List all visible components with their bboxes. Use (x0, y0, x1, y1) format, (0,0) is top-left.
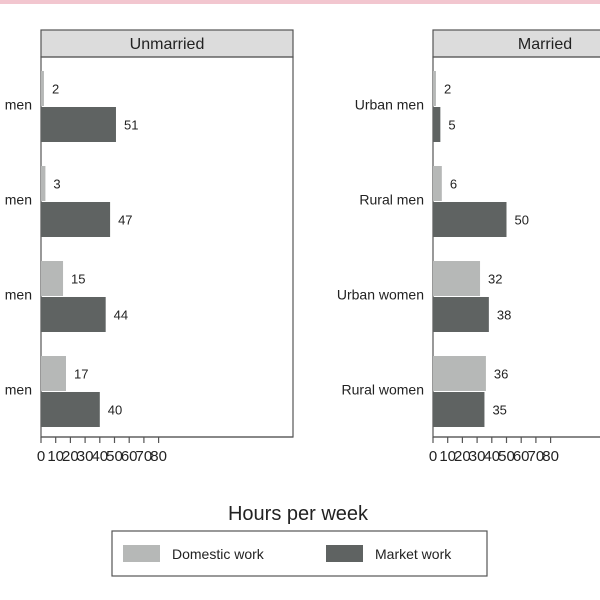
data-label: 3 (53, 177, 60, 192)
legend-swatch-domestic (123, 545, 160, 562)
data-label: 15 (71, 272, 85, 287)
tick-label: 80 (150, 448, 167, 465)
legend-frame (111, 530, 488, 577)
bar (433, 166, 442, 201)
data-label: 2 (52, 82, 59, 97)
legend-label-domestic: Domestic work (172, 546, 265, 562)
bar (433, 297, 489, 332)
tick-label: 40 (483, 448, 500, 465)
legend: Domestic work Market work (111, 530, 488, 577)
tick-label: 30 (77, 448, 94, 465)
category-label: men (5, 192, 32, 208)
data-label: 40 (108, 403, 122, 418)
tick-label: 20 (62, 448, 79, 465)
bar (41, 261, 64, 296)
data-label: 32 (488, 272, 502, 287)
tick-label: 70 (136, 448, 153, 465)
tick-label: 20 (454, 448, 471, 465)
bar (41, 107, 116, 142)
bar (41, 202, 111, 237)
tick-label: 50 (106, 448, 123, 465)
category-label: men (5, 97, 32, 113)
bar (433, 356, 486, 391)
bar (41, 297, 106, 332)
tick-label: 40 (91, 448, 108, 465)
bar (433, 71, 436, 106)
bar (433, 392, 485, 427)
tick-label: 0 (429, 448, 437, 465)
tick-label: 50 (498, 448, 515, 465)
data-label: 36 (494, 367, 508, 382)
bar (41, 166, 46, 201)
data-label: 35 (492, 403, 506, 418)
bar (433, 107, 441, 142)
panel-title: Married (518, 36, 572, 53)
data-label: 2 (444, 82, 451, 97)
data-label: 17 (74, 367, 88, 382)
data-label: 50 (515, 213, 529, 228)
x-axis-label: Hours per week (228, 503, 369, 525)
data-label: 51 (124, 118, 138, 133)
category-label: Urban women (337, 287, 424, 303)
tick-label: 10 (439, 448, 456, 465)
bar (433, 261, 481, 296)
category-label: Urban men (355, 97, 424, 113)
data-label: 44 (114, 308, 128, 323)
data-label: 5 (448, 118, 455, 133)
tick-label: 70 (528, 448, 545, 465)
bar (41, 71, 44, 106)
panel-married: Married 2 5 Urban men 6 50 Rural men 32 38 Urban… (337, 29, 600, 465)
panel-title: Unmarried (130, 36, 205, 53)
panel-unmarried: Unmarried 2 51 men 3 47 men 15 44 men 17 40 men 0 10… (5, 29, 294, 465)
tick-label: 10 (47, 448, 64, 465)
tick-label: 0 (37, 448, 45, 465)
bars-group: 2 51 men 3 47 men 15 44 men 17 40 men (5, 71, 138, 427)
tick-label: 80 (542, 448, 559, 465)
data-label: 6 (450, 177, 457, 192)
tick-label: 60 (121, 448, 138, 465)
data-label: 47 (118, 213, 132, 228)
category-label: Rural men (359, 192, 424, 208)
tick-label: 30 (469, 448, 486, 465)
bar (41, 392, 100, 427)
category-label: men (5, 382, 32, 398)
bars-group: 2 5 Urban men 6 50 Rural men 32 38 Urban women 36… (337, 71, 529, 427)
bar (41, 356, 66, 391)
category-label: men (5, 287, 32, 303)
data-label: 38 (497, 308, 511, 323)
legend-label-market: Market work (375, 546, 452, 562)
panel-title-strip (432, 29, 600, 58)
top-color-band (0, 0, 600, 4)
legend-swatch-market (326, 545, 363, 562)
category-label: Rural women (342, 382, 424, 398)
tick-label: 60 (513, 448, 530, 465)
bar (433, 202, 507, 237)
